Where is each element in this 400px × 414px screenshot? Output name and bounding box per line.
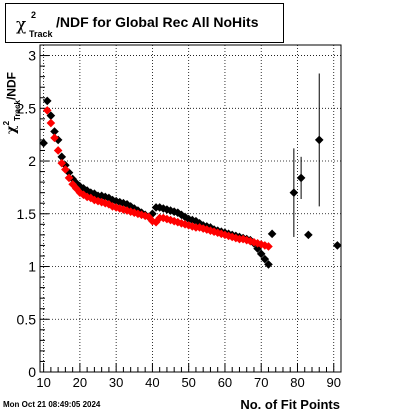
data-point-red xyxy=(151,217,161,227)
y-tick-label: 0 xyxy=(28,364,36,380)
x-tick-label: 20 xyxy=(73,375,87,390)
data-point-black xyxy=(64,168,74,177)
x-tick-label: 80 xyxy=(290,375,304,390)
data-point-red xyxy=(79,190,88,200)
data-point-black xyxy=(42,96,52,106)
title-superscript: 2 xyxy=(31,10,37,20)
data-point-black xyxy=(296,173,306,183)
data-markers xyxy=(39,96,342,269)
data-point-black xyxy=(256,249,266,259)
data-point-red xyxy=(195,223,204,232)
data-point-red xyxy=(50,133,59,143)
y-tick-label: 3 xyxy=(28,48,36,64)
data-point-black xyxy=(289,188,299,197)
data-point-black xyxy=(86,188,96,197)
timestamp: Mon Oct 21 08:49:05 2024 xyxy=(3,400,101,409)
data-point-black xyxy=(177,210,186,220)
data-point-red xyxy=(61,165,70,174)
y-tick-label: 1.5 xyxy=(17,206,37,222)
data-point-red xyxy=(137,210,146,220)
data-point-black xyxy=(50,127,59,136)
data-point-black xyxy=(148,209,157,219)
chart-title: /NDF for Global Rec All NoHits xyxy=(56,14,259,30)
data-point-black xyxy=(108,195,117,205)
y-label-chi: χ xyxy=(4,124,20,134)
data-point-red xyxy=(253,239,262,248)
data-point-black xyxy=(46,111,56,120)
data-point-black xyxy=(104,193,114,203)
data-point-black xyxy=(188,215,197,225)
data-point-red xyxy=(86,193,96,203)
data-point-black xyxy=(184,214,193,224)
data-point-red xyxy=(249,237,259,247)
data-point-black xyxy=(97,191,106,201)
x-tick-label: 10 xyxy=(36,375,50,390)
data-point-red xyxy=(227,232,237,242)
data-point-red xyxy=(100,198,110,208)
data-point-red xyxy=(90,195,99,205)
data-point-red xyxy=(42,106,52,115)
data-point-red xyxy=(104,199,114,209)
x-tick-label: 30 xyxy=(109,375,123,390)
title-subscript: Track xyxy=(29,29,53,39)
x-tick-label: 70 xyxy=(254,375,268,390)
data-point-red xyxy=(264,242,273,251)
axis-ticks xyxy=(40,44,342,373)
y-tick-label: 1 xyxy=(28,259,36,275)
y-label-text: /NDF xyxy=(4,71,19,100)
data-point-red xyxy=(133,209,143,219)
title-box: χ 2 Track /NDF for Global Rec All NoHits xyxy=(5,3,284,43)
data-point-black xyxy=(122,199,132,209)
x-tick-label: 60 xyxy=(218,375,232,390)
data-point-red xyxy=(162,214,172,224)
data-point-red xyxy=(75,188,85,197)
grid-lines xyxy=(40,45,341,373)
data-point-black xyxy=(39,138,48,148)
x-axis-label: No. of Fit Points xyxy=(240,397,340,412)
y-tick-label: 2 xyxy=(28,153,36,169)
y-tick-label: 2.5 xyxy=(17,100,37,116)
data-point-black xyxy=(100,192,110,202)
data-point-black xyxy=(264,260,273,269)
error-bars xyxy=(293,73,320,237)
data-point-red xyxy=(246,236,255,246)
data-point-black xyxy=(314,135,324,145)
data-point-red xyxy=(148,216,157,226)
data-point-red xyxy=(260,241,270,250)
data-point-red xyxy=(82,192,92,202)
data-point-black xyxy=(304,230,313,240)
data-point-black xyxy=(253,244,262,253)
title-chi-symbol: χ xyxy=(16,15,27,35)
y-tick-label: 0.5 xyxy=(17,311,37,327)
y-label-sup: 2 xyxy=(2,120,12,125)
x-tick-label: 90 xyxy=(327,375,341,390)
data-point-black xyxy=(260,254,270,264)
data-point-red xyxy=(224,231,233,241)
x-tick-label: 40 xyxy=(145,375,159,390)
y-label-sub: Track xyxy=(12,99,22,121)
data-point-red xyxy=(64,173,74,183)
data-point-red xyxy=(188,222,197,231)
y-axis-label: χ2Track/NDF xyxy=(1,55,23,150)
data-point-black xyxy=(333,241,342,250)
data-point-black xyxy=(57,152,67,162)
data-point-red xyxy=(144,212,154,222)
x-tick-label: 50 xyxy=(181,375,195,390)
data-point-black xyxy=(267,229,277,239)
data-point-red xyxy=(256,240,266,249)
data-point-red xyxy=(238,234,248,244)
data-point-red xyxy=(57,158,67,168)
data-point-black xyxy=(119,198,128,208)
data-point-red xyxy=(46,118,56,128)
plot-frame xyxy=(39,44,342,373)
data-point-red xyxy=(177,218,186,228)
data-point-red xyxy=(173,217,183,227)
tick-labels: 10 20 30 40 50 60 70 80 90 0 0.5 1 1.5 2 2.5 3 xyxy=(17,48,341,390)
data-point-red xyxy=(53,146,63,155)
data-point-red xyxy=(166,215,175,225)
data-point-black xyxy=(90,189,99,199)
